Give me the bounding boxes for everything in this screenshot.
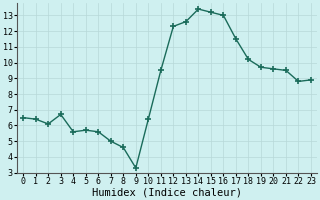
X-axis label: Humidex (Indice chaleur): Humidex (Indice chaleur) [92, 187, 242, 197]
